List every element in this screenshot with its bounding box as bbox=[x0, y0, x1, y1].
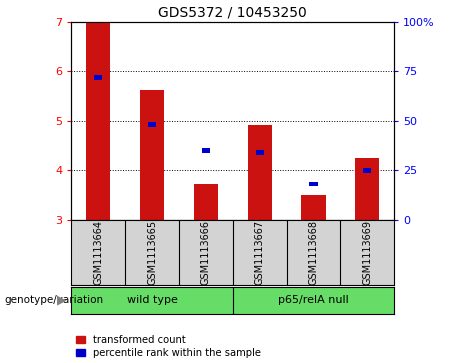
Bar bbox=[86, 22, 111, 220]
Bar bbox=[148, 122, 156, 127]
Bar bbox=[355, 158, 379, 220]
Bar bbox=[95, 75, 102, 79]
Bar bbox=[363, 168, 371, 173]
Bar bbox=[202, 148, 210, 153]
Text: p65/relA null: p65/relA null bbox=[278, 295, 349, 305]
Text: GSM1113668: GSM1113668 bbox=[308, 220, 319, 285]
Bar bbox=[301, 195, 325, 220]
Text: wild type: wild type bbox=[127, 295, 177, 305]
Bar bbox=[248, 125, 272, 220]
Legend: transformed count, percentile rank within the sample: transformed count, percentile rank withi… bbox=[77, 335, 261, 358]
Bar bbox=[256, 150, 264, 155]
Text: GSM1113666: GSM1113666 bbox=[201, 220, 211, 285]
Bar bbox=[140, 90, 164, 220]
Text: genotype/variation: genotype/variation bbox=[5, 295, 104, 305]
Text: GSM1113664: GSM1113664 bbox=[93, 220, 103, 285]
Bar bbox=[309, 182, 318, 187]
Text: GSM1113669: GSM1113669 bbox=[362, 220, 372, 285]
Text: GSM1113665: GSM1113665 bbox=[147, 220, 157, 285]
Bar bbox=[194, 184, 218, 220]
Title: GDS5372 / 10453250: GDS5372 / 10453250 bbox=[159, 5, 307, 19]
Text: ▶: ▶ bbox=[57, 294, 67, 307]
Text: GSM1113667: GSM1113667 bbox=[254, 220, 265, 285]
